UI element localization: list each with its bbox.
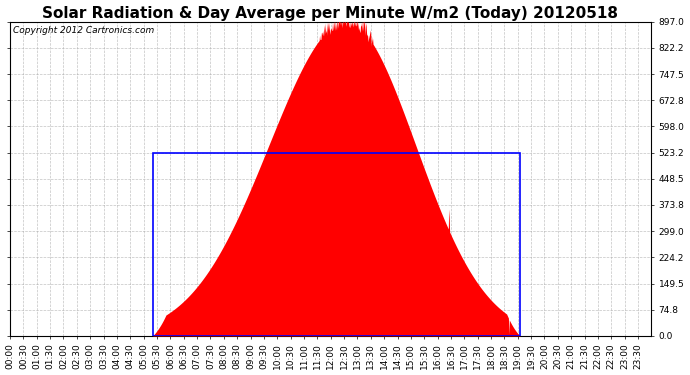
Text: Copyright 2012 Cartronics.com: Copyright 2012 Cartronics.com bbox=[13, 26, 155, 35]
Bar bbox=[152, 153, 520, 336]
Title: Solar Radiation & Day Average per Minute W/m2 (Today) 20120518: Solar Radiation & Day Average per Minute… bbox=[43, 6, 618, 21]
